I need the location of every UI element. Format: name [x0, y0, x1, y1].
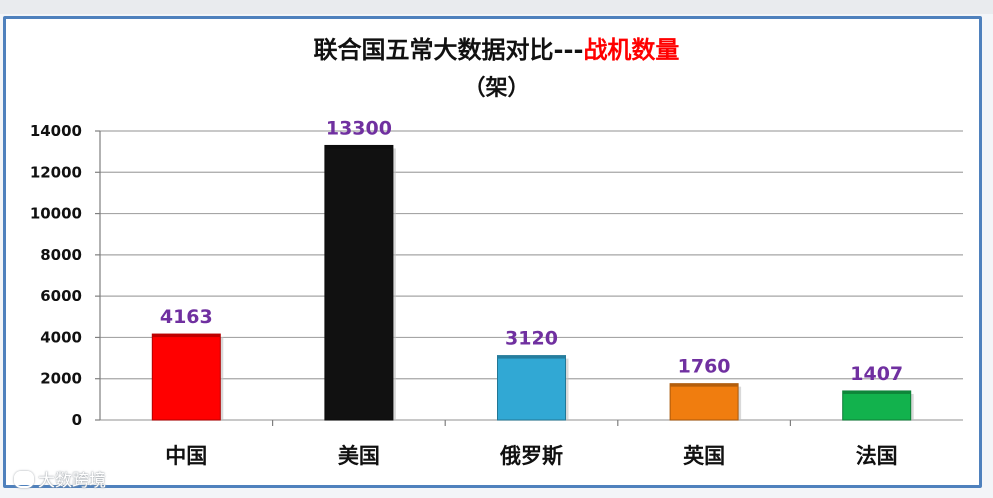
bar-top-edge [324, 145, 393, 149]
data-label: 1760 [678, 356, 731, 378]
data-labels: 4163 13300 3120 1760 1407 [160, 117, 903, 385]
chat-bubble-icon [14, 471, 34, 488]
bar [324, 144, 394, 421]
x-tick-label: 俄罗斯 [499, 444, 563, 468]
y-tick-label: 10000 [30, 205, 82, 223]
y-tick-label: 4000 [40, 328, 82, 346]
data-label: 13300 [326, 117, 392, 139]
y-tick-label: 8000 [40, 246, 82, 264]
y-axis-ticks: 0 2000 4000 6000 8000 10000 12000 14000 [30, 122, 100, 429]
bar-top-edge [842, 390, 911, 394]
bar-top-edge [152, 334, 221, 338]
watermark: 大数跨境 [14, 466, 106, 491]
bar [842, 390, 912, 421]
x-axis-ticks: 中国 美国 俄罗斯 英国 法国 [165, 420, 898, 468]
chart-title-highlight: 战机数量 [583, 36, 680, 64]
bar [151, 333, 221, 421]
bar [669, 383, 739, 421]
top-strip [0, 0, 993, 14]
x-tick-label: 法国 [856, 444, 898, 468]
chart-subtitle: （架） [463, 76, 530, 101]
y-tick-label: 0 [72, 411, 82, 429]
y-tick-label: 2000 [40, 370, 82, 388]
y-tick-label: 14000 [30, 122, 82, 140]
x-tick-label: 中国 [165, 444, 207, 468]
y-tick-label: 12000 [30, 163, 82, 181]
watermark-text: 大数跨境 [38, 471, 106, 491]
bar-top-edge [670, 383, 739, 387]
x-tick-label: 美国 [338, 444, 380, 468]
bars [151, 144, 914, 421]
data-label: 1407 [850, 363, 903, 385]
bar-top-edge [497, 355, 566, 359]
x-tick-label: 英国 [683, 444, 725, 468]
data-label: 3120 [505, 328, 558, 350]
chart-title-main: 联合国五常大数据对比--- [313, 36, 584, 64]
data-label: 4163 [160, 306, 213, 328]
bar [497, 355, 566, 421]
chart-title: 联合国五常大数据对比---战机数量 [0, 30, 993, 65]
y-tick-label: 6000 [40, 287, 82, 305]
